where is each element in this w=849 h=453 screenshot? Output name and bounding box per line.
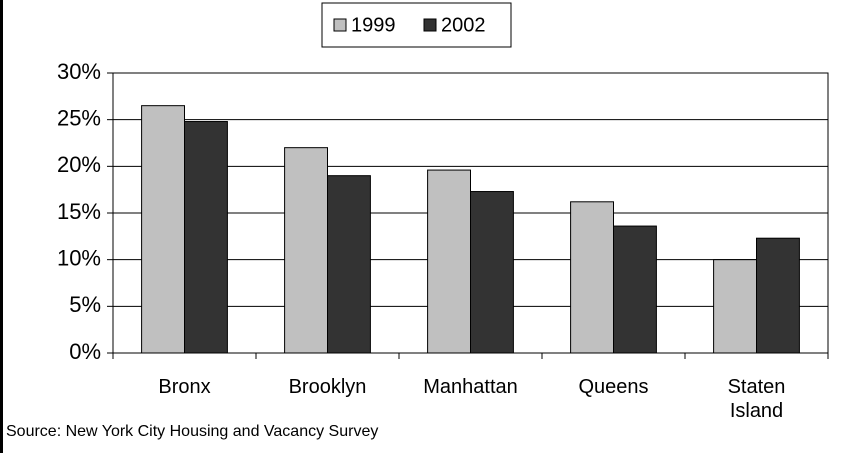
legend-swatch xyxy=(423,18,437,32)
bar xyxy=(284,147,329,354)
bar xyxy=(470,191,514,354)
source-note: Source: New York City Housing and Vacanc… xyxy=(6,423,379,440)
legend-label: 2002 xyxy=(441,14,486,36)
y-tick-label: 15% xyxy=(57,199,101,224)
bar xyxy=(570,201,614,354)
y-tick-label: 20% xyxy=(57,152,101,177)
y-tick-label: 10% xyxy=(57,245,101,270)
bar xyxy=(327,175,371,354)
x-tick-label: Bronx xyxy=(158,376,211,398)
bar xyxy=(184,121,228,354)
y-tick-label: 25% xyxy=(57,105,101,130)
bar xyxy=(756,237,800,354)
left-border xyxy=(0,0,3,453)
x-tick-label: Queens xyxy=(578,376,649,398)
legend-label: 1999 xyxy=(351,14,396,36)
x-tick-label: Staten Island xyxy=(727,376,786,422)
legend-swatch xyxy=(333,18,347,32)
bar xyxy=(427,169,472,354)
y-tick-label: 30% xyxy=(57,59,101,84)
x-tick-label: Manhattan xyxy=(423,376,518,398)
y-tick-label: 5% xyxy=(69,292,101,317)
bar xyxy=(713,259,757,354)
bar xyxy=(613,225,657,354)
legend-box xyxy=(321,2,512,48)
bar xyxy=(141,105,186,354)
x-tick-label: Brooklyn xyxy=(288,376,367,398)
y-tick-label: 0% xyxy=(69,339,101,364)
